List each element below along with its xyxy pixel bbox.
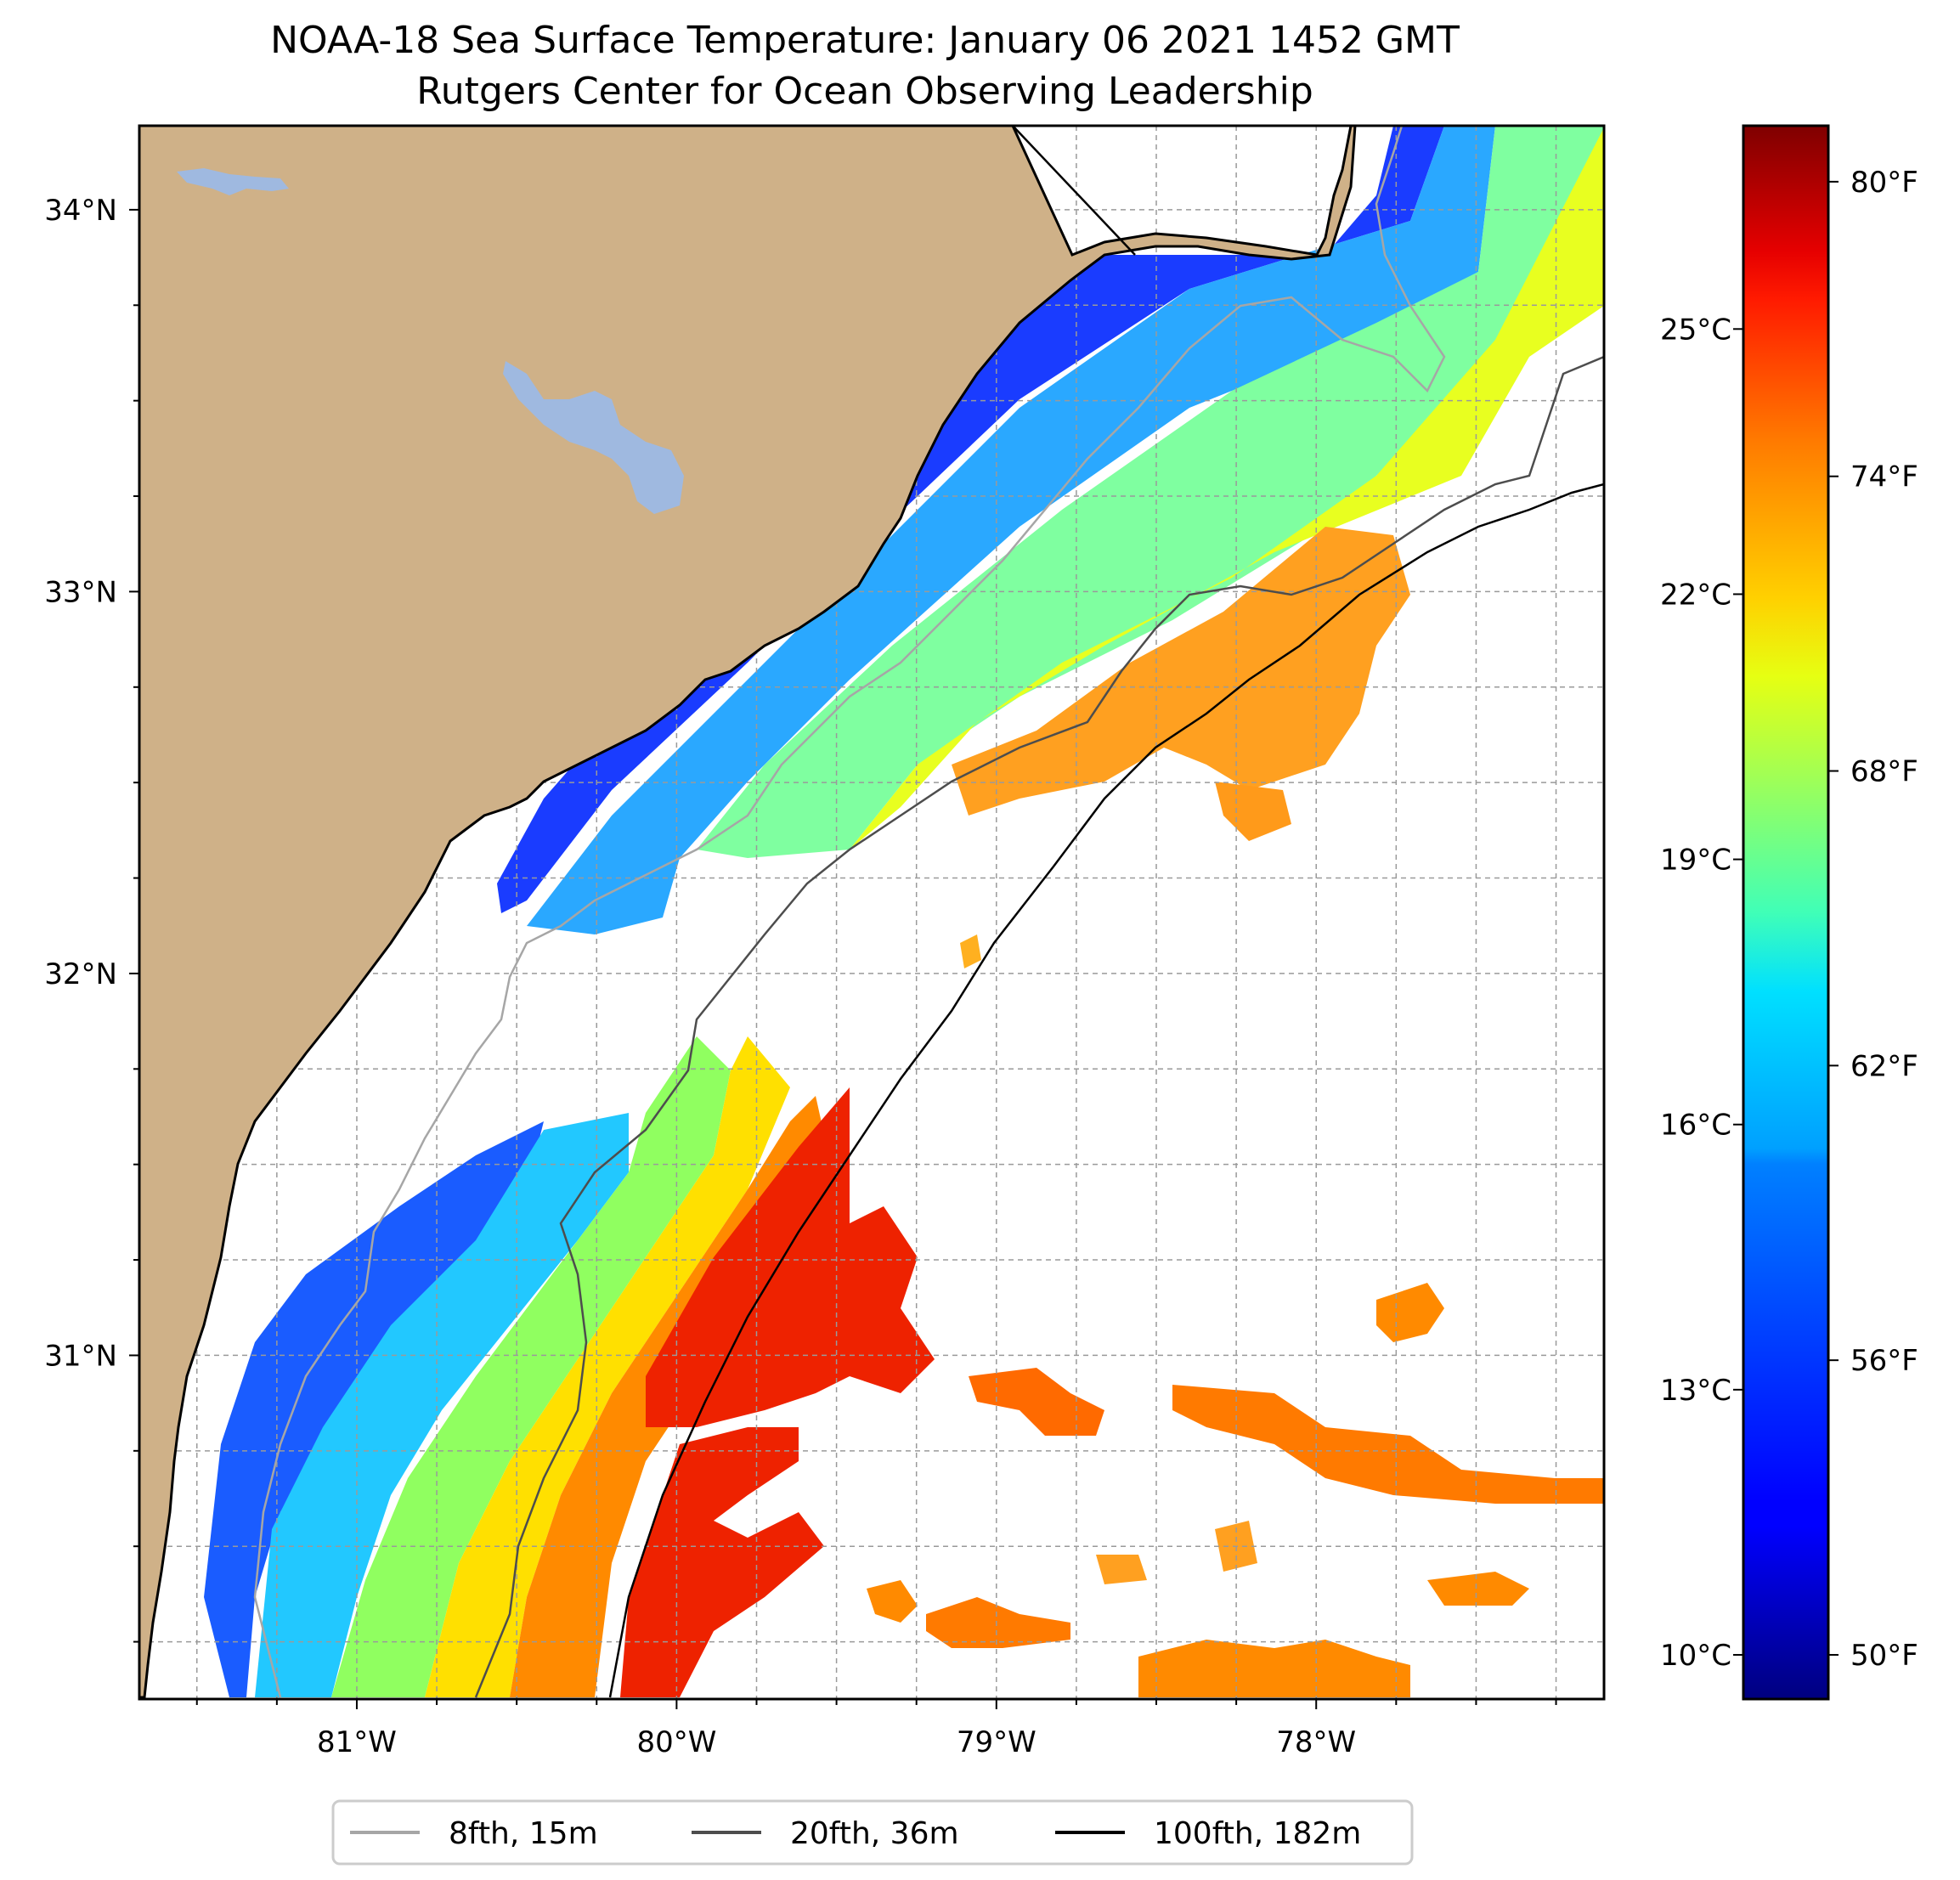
sst-north-mid	[527, 126, 1495, 934]
lake-marion	[177, 168, 289, 195]
lat-tick-label-31n: 31°N	[44, 1339, 117, 1373]
colorbar-fahrenheit-axis: 50°F 56°F 62°F 68°F 74°F 80°F	[1850, 166, 1918, 1673]
sst-south-red	[646, 1087, 935, 1427]
isobath-100fth	[608, 483, 1604, 1698]
cb-tick-16c: 16°C	[1660, 1109, 1731, 1143]
colorbar-gradient	[1742, 124, 1830, 1701]
cb-tick-10c: 10°C	[1660, 1639, 1731, 1673]
sst-patch-1	[969, 1368, 1104, 1436]
land-mainland	[139, 126, 1357, 1699]
sst-south-green	[331, 1036, 731, 1697]
lon-tick-label-78w: 78°W	[1276, 1725, 1356, 1759]
sst-patch-7	[867, 1580, 918, 1623]
cb-tick-19c: 19°C	[1660, 844, 1731, 878]
lon-tick-label-81w: 81°W	[317, 1725, 397, 1759]
legend-label-100fth: 100fth, 182m	[1154, 1816, 1361, 1851]
lat-tick-label-34n: 34°N	[44, 194, 117, 228]
map-area	[139, 126, 1604, 1699]
colorbar-tick-marks	[1733, 180, 1839, 1656]
sst-patch-8	[1096, 1555, 1147, 1584]
cb-tick-68f: 68°F	[1850, 755, 1918, 789]
isobath-20fth	[474, 355, 1604, 1698]
lat-tick-label-33n: 33°N	[44, 575, 117, 609]
cb-tick-62f: 62°F	[1850, 1049, 1918, 1083]
title-line-1: NOAA-18 Sea Surface Temperature: January…	[270, 19, 1460, 62]
legend-label-8fth: 8fth, 15m	[449, 1816, 598, 1851]
cb-tick-74f: 74°F	[1850, 460, 1918, 494]
sst-north-offshore	[697, 126, 1604, 858]
sst-south-red-2	[620, 1427, 824, 1697]
cb-tick-80f: 80°F	[1850, 166, 1918, 200]
sst-patch-10	[960, 934, 981, 968]
cb-tick-25c: 25°C	[1660, 313, 1731, 347]
colorbar-celsius-axis: 10°C 13°C 16°C 19°C 22°C 25°C	[1660, 313, 1731, 1673]
lat-tick-label-32n: 32°N	[44, 957, 117, 991]
cb-tick-56f: 56°F	[1850, 1344, 1918, 1378]
state-border	[1012, 126, 1136, 256]
sst-north-orange-small	[1215, 782, 1291, 841]
axis-tick-marks	[129, 208, 1557, 1709]
legend: 8fth, 15m 20fth, 36m 100fth, 182m	[331, 1799, 1414, 1866]
sst-patch-6	[1427, 1572, 1529, 1606]
title-line-2: Rutgers Center for Ocean Observing Leade…	[416, 70, 1313, 113]
sst-patch-5	[1376, 1283, 1444, 1342]
legend-box	[331, 1799, 1414, 1866]
sst-north-warm	[850, 127, 1604, 850]
colorbar: 10°C 13°C 16°C 19°C 22°C 25°C 50°F 56°F …	[1660, 124, 1918, 1701]
map-frame	[138, 124, 1606, 1701]
sst-north-orange	[952, 527, 1410, 816]
latitude-axis: 31°N 32°N 33°N 34°N	[44, 194, 117, 1374]
sst-patch-2	[1172, 1385, 1604, 1504]
sst-patch-4	[1138, 1640, 1410, 1697]
lon-tick-label-80w: 80°W	[636, 1725, 716, 1759]
cb-tick-13c: 13°C	[1660, 1374, 1731, 1408]
isobath-8fth	[253, 126, 1446, 1698]
longitude-axis: 81°W 80°W 79°W 78°W	[317, 1725, 1356, 1759]
cb-tick-22c: 22°C	[1660, 578, 1731, 612]
sst-patch-3	[926, 1597, 1070, 1648]
cb-tick-50f: 50°F	[1850, 1639, 1918, 1673]
sst-south-cyan	[255, 1113, 629, 1697]
legend-label-20fth: 20fth, 36m	[790, 1816, 959, 1851]
lake-moultrie	[503, 361, 684, 514]
lon-tick-label-79w: 79°W	[957, 1725, 1036, 1759]
